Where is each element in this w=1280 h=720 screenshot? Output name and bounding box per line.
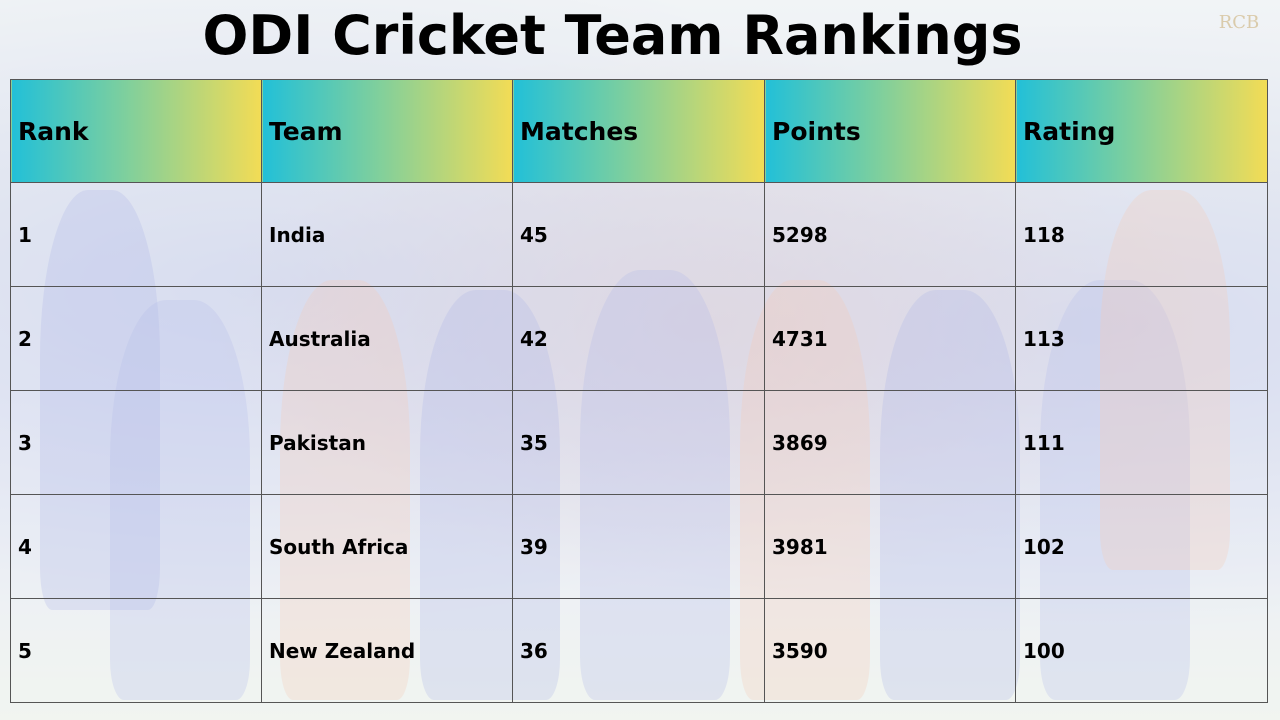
rankings-table: Rank Team Matches Points Rating 1 India … — [10, 79, 1268, 703]
table-row: 5 New Zealand 36 3590 100 — [10, 598, 1268, 703]
header-rating: Rating — [1015, 79, 1268, 183]
watermark-logo: RCB — [1218, 12, 1260, 33]
table-row: 1 India 45 5298 118 — [10, 182, 1268, 287]
cell-matches: 36 — [512, 598, 765, 703]
header-matches: Matches — [512, 79, 765, 183]
page-title: ODI Cricket Team Rankings — [202, 4, 1023, 67]
table-row: 2 Australia 42 4731 113 — [10, 286, 1268, 391]
cell-matches: 45 — [512, 182, 765, 287]
cell-points: 3590 — [764, 598, 1016, 703]
cell-rank: 5 — [10, 598, 262, 703]
header-points: Points — [764, 79, 1016, 183]
cell-team: India — [261, 182, 513, 287]
cell-rating: 113 — [1015, 286, 1268, 391]
cell-matches: 39 — [512, 494, 765, 599]
table-header-row: Rank Team Matches Points Rating — [10, 79, 1268, 183]
header-team: Team — [261, 79, 513, 183]
cell-team: New Zealand — [261, 598, 513, 703]
header-rank: Rank — [10, 79, 262, 183]
cell-rating: 100 — [1015, 598, 1268, 703]
table-row: 3 Pakistan 35 3869 111 — [10, 390, 1268, 495]
cell-points: 3981 — [764, 494, 1016, 599]
cell-rating: 111 — [1015, 390, 1268, 495]
cell-rating: 102 — [1015, 494, 1268, 599]
cell-matches: 35 — [512, 390, 765, 495]
cell-team: South Africa — [261, 494, 513, 599]
cell-points: 5298 — [764, 182, 1016, 287]
cell-rank: 2 — [10, 286, 262, 391]
cell-rating: 118 — [1015, 182, 1268, 287]
cell-rank: 4 — [10, 494, 262, 599]
cell-points: 3869 — [764, 390, 1016, 495]
cell-team: Pakistan — [261, 390, 513, 495]
cell-matches: 42 — [512, 286, 765, 391]
cell-team: Australia — [261, 286, 513, 391]
cell-rank: 1 — [10, 182, 262, 287]
table-row: 4 South Africa 39 3981 102 — [10, 494, 1268, 599]
cell-points: 4731 — [764, 286, 1016, 391]
cell-rank: 3 — [10, 390, 262, 495]
